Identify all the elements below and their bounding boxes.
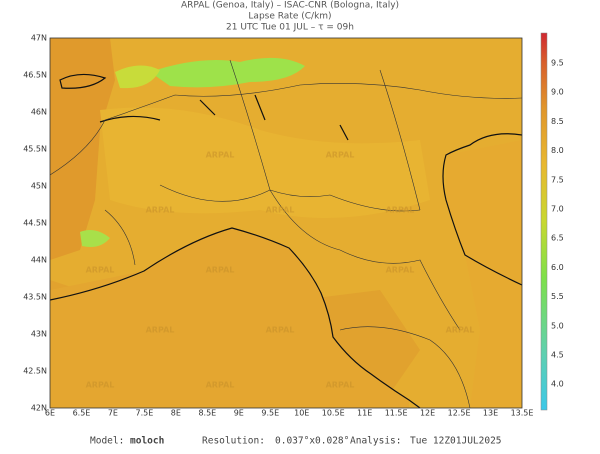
lon-label: 13.5E [511,409,534,418]
field-patch [80,230,110,247]
coastline [50,73,522,408]
map-field [50,38,522,408]
lat-label: 45.5N [23,145,47,154]
field-patch [150,57,305,88]
footer-label: Analysis: [350,436,401,447]
footer-value: 0.037°x0.028° [275,436,349,447]
watermark: ARPAL [206,151,235,160]
colorbar-label: 6.5 [551,234,564,243]
watermark: ARPAL [146,326,175,335]
footer: Model: moloch Resolution: 0.037°x0.028° … [90,436,502,447]
colorbar-label: 7.5 [551,175,564,184]
watermark: ARPAL [86,266,115,275]
footer-value: moloch [130,436,164,447]
watermark: ARPAL [326,381,355,390]
watermark: ARPAL [206,266,235,275]
colorbar-label: 4.5 [551,351,564,360]
footer-label: Resolution: [202,436,265,447]
lat-label: 47N [31,34,47,43]
watermark: ARPAL [206,381,235,390]
lon-label: 6.5E [73,409,91,418]
header-line: 21 UTC Tue 01 JUL – τ = 09h [226,23,354,33]
field-patch [50,38,115,260]
lon-label: 12E [420,409,435,418]
lat-label: 46N [31,108,47,117]
colorbar-labels: 9.5 9.0 8.5 8.0 7.5 7.0 6.5 6.0 5.5 5.0 4.5 4.0 [551,59,564,389]
colorbar [540,32,548,411]
lon-label: 12.5E [448,409,471,418]
lat-label: 46.5N [23,71,47,80]
colorbar-label: 9.0 [551,88,564,97]
sea-area [446,140,522,408]
lat-label: 43.5N [23,293,47,302]
watermark: ARPAL [146,206,175,215]
footer-value: Tue 12Z01JUL2025 [410,436,502,447]
borders [50,59,522,408]
field-patch [100,107,430,218]
map-frame [49,37,523,409]
colorbar-label: 5.5 [551,292,564,301]
colorbar-label: 8.5 [551,117,564,126]
colorbar-label: 8.0 [551,146,564,155]
lon-label: 9.5E [261,409,279,418]
colorbar-label: 7.0 [551,205,564,214]
lon-label: 6E [45,409,55,418]
header-line: Lapse Rate (C/km) [248,12,331,22]
lon-label: 9E [234,409,244,418]
lon-label: 10.5E [322,409,345,418]
lat-labels: 47N 46.5N 46N 45.5N 45N 44.5N 44N 43.5N 43N 42.5N… [23,34,47,413]
colorbar-label: 5.0 [551,321,564,330]
lon-labels: 6E 6.5E 7E 7.5E 8E 8.5E 9E 9.5E 10E 10.5E 11E 11.5E… [45,409,534,418]
colorbar-label: 4.0 [551,380,564,389]
lon-label: 7E [108,409,118,418]
lon-label: 8E [171,409,181,418]
lat-label: 43N [31,330,47,339]
watermark: ARPAL [326,151,355,160]
watermark: ARPAL [266,206,295,215]
lat-label: 45N [31,182,47,191]
watermark: ARPAL [446,326,475,335]
lon-label: 7.5E [136,409,154,418]
watermarks: ARPAL ARPAL ARPAL ARPAL ARPAL ARPAL ARPAL ARPAL… [86,151,475,390]
watermark: ARPAL [86,381,115,390]
watermark: ARPAL [266,326,295,335]
watermark: ARPAL [386,266,415,275]
lat-label: 44N [31,256,47,265]
watermark: ARPAL [386,206,415,215]
lat-label: 42N [31,404,47,413]
header-line: ARPAL (Genoa, Italy) – ISAC-CNR (Bologna… [181,1,399,11]
lat-label: 44.5N [23,219,47,228]
colorbar-label: 6.0 [551,263,564,272]
field-patch [115,65,160,89]
lon-label: 10E [294,409,309,418]
lat-label: 42.5N [23,367,47,376]
colorbar-label: 9.5 [551,59,564,68]
footer-label: Model: [90,436,124,447]
lon-label: 8.5E [198,409,216,418]
lon-label: 11E [357,409,372,418]
lon-label: 11.5E [385,409,408,418]
lon-label: 13E [483,409,498,418]
